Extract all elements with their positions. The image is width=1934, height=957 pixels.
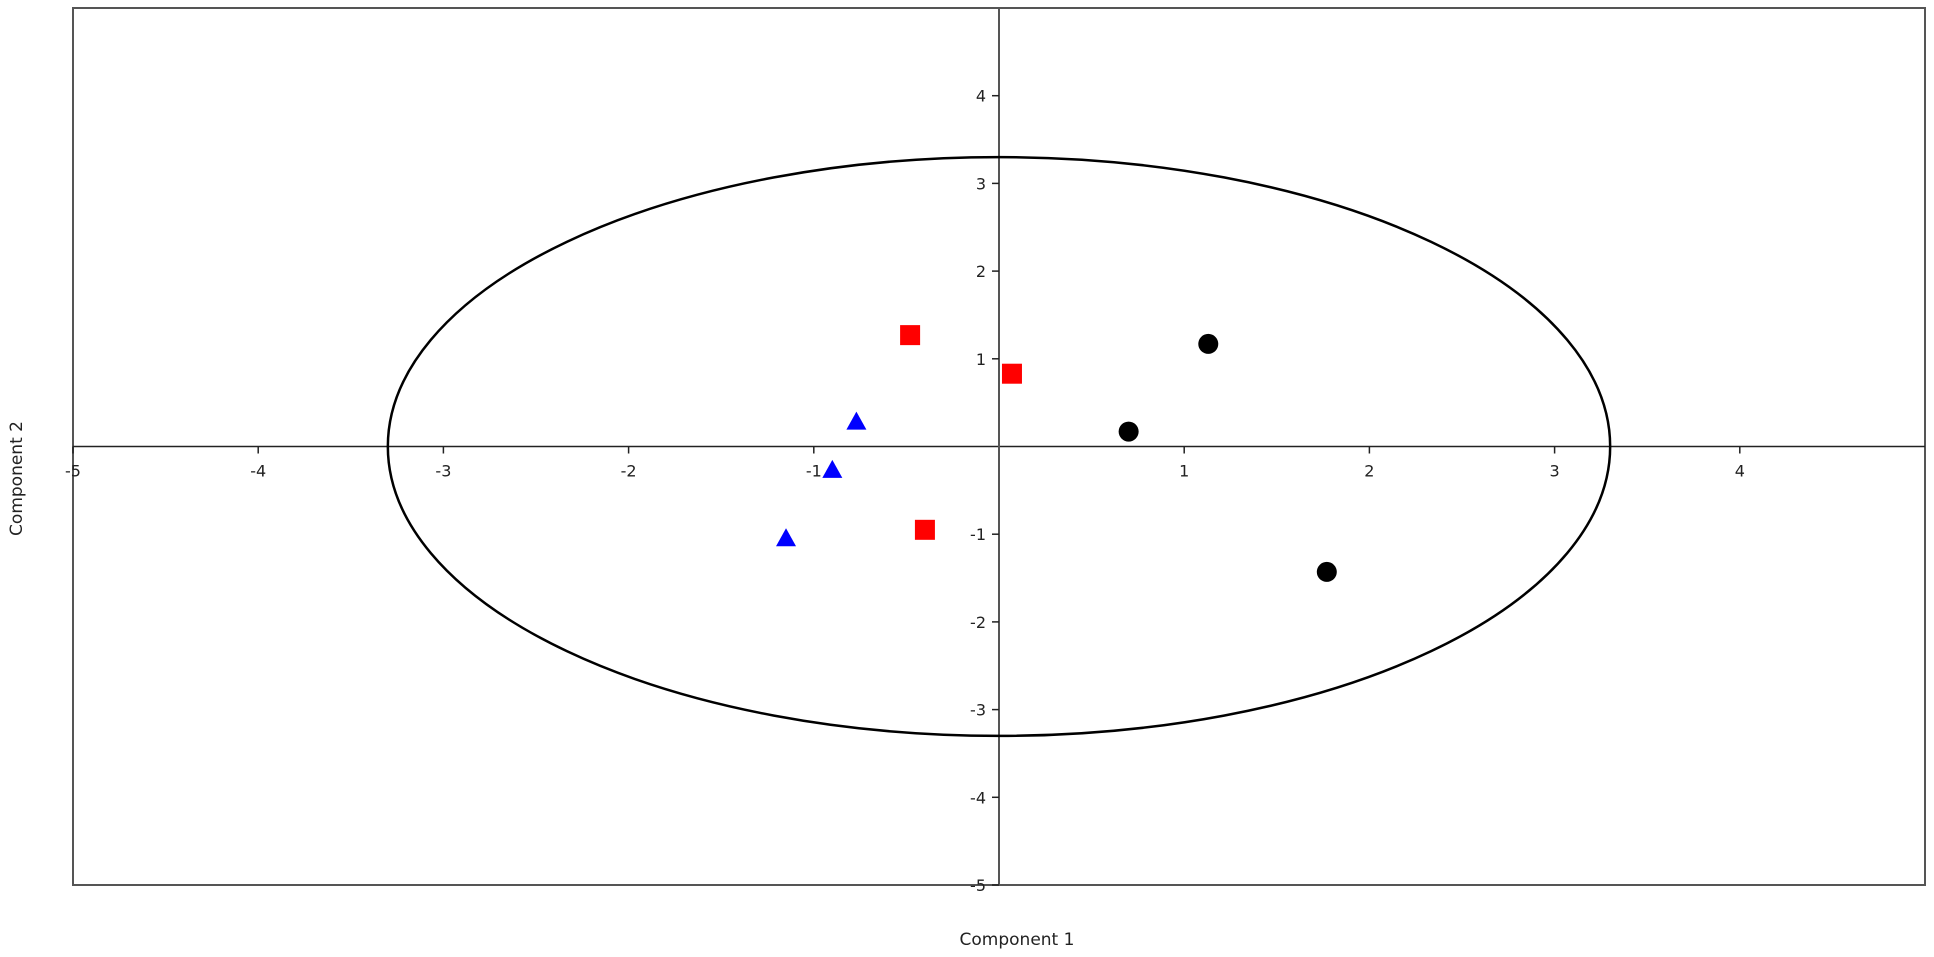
data-point-circle [1118,421,1139,442]
data-point-square [900,325,921,346]
y-tick-label: -4 [970,788,986,807]
x-tick-label: -2 [621,462,637,481]
y-tick-label: 2 [976,262,986,281]
data-point-square [914,519,935,540]
y-tick-label: -5 [970,876,986,895]
x-tick-label: 4 [1735,462,1745,481]
y-tick-label: 1 [976,350,986,369]
x-tick-label: 1 [1179,462,1189,481]
x-tick-label: -3 [435,462,451,481]
x-tick-label: -4 [250,462,266,481]
data-point-circle [1316,561,1337,582]
data-point-triangle [822,459,843,478]
data-point-triangle [776,528,797,547]
y-tick-label: -2 [970,613,986,632]
confidence-ellipse [386,155,1612,738]
x-axis-title: Component 1 [960,930,1075,950]
x-ticks: -5 -4 -3 -2 -1 1 2 3 4 [65,446,1745,481]
y-axis-title: Component 2 [7,421,27,536]
y-tick-label: -1 [970,525,986,544]
x-tick-label: -1 [806,462,822,481]
data-point-circle [1198,333,1219,354]
data-point-triangle [846,411,867,430]
data-point-square [1001,363,1022,384]
x-tick-label: 2 [1364,462,1374,481]
y-tick-label: 4 [976,87,986,106]
data-points [776,325,1337,582]
y-ticks: -5 -4 -3 -2 -1 1 2 3 4 [970,87,999,895]
x-tick-label: -5 [65,462,81,481]
y-tick-label: -3 [970,701,986,720]
x-tick-label: 3 [1550,462,1560,481]
y-tick-label: 3 [976,174,986,193]
